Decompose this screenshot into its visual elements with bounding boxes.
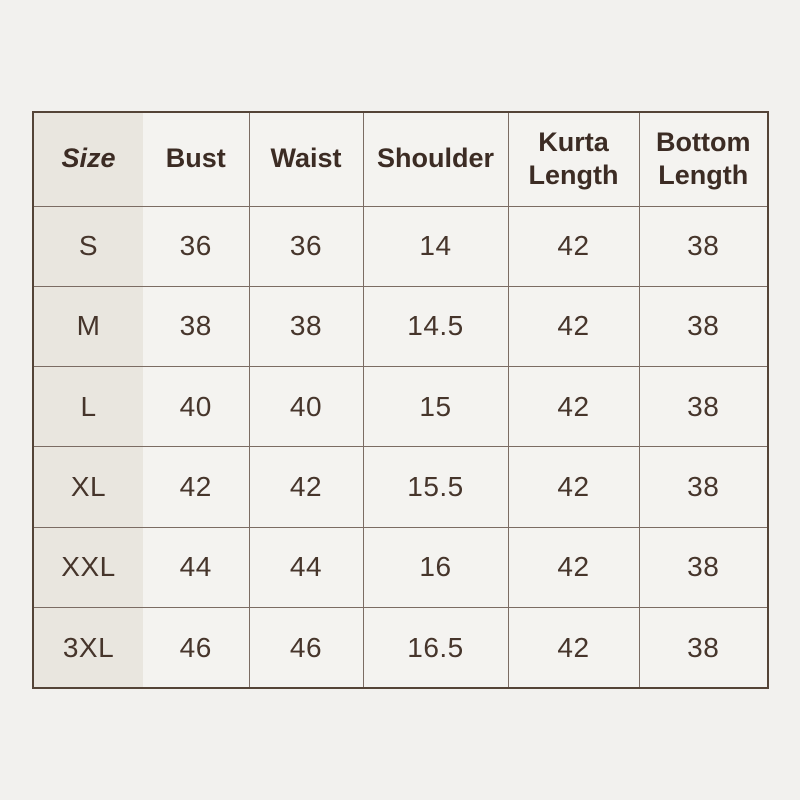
column-header-shoulder: Shoulder xyxy=(362,111,509,207)
cell-waist: 46 xyxy=(248,607,364,689)
cell-bottom-length: 38 xyxy=(638,526,769,609)
size-chart-table: Size Bust Waist Shoulder Kurta Length Bo… xyxy=(32,111,769,689)
column-header-kurta-length: Kurta Length xyxy=(507,111,640,207)
header-row: Size Bust Waist Shoulder Kurta Length Bo… xyxy=(32,111,769,207)
cell-size: M xyxy=(32,285,143,368)
cell-waist: 44 xyxy=(248,526,364,609)
cell-shoulder: 14 xyxy=(362,205,509,287)
cell-bottom-length: 38 xyxy=(638,607,769,689)
column-header-waist: Waist xyxy=(248,111,364,207)
cell-bottom-length: 38 xyxy=(638,366,769,448)
cell-size: XL xyxy=(32,446,143,528)
column-header-bust: Bust xyxy=(142,111,250,207)
cell-size: 3XL xyxy=(32,607,143,689)
cell-waist: 38 xyxy=(248,285,364,368)
cell-shoulder: 16 xyxy=(362,526,509,609)
cell-size: XXL xyxy=(32,526,143,609)
cell-bust: 42 xyxy=(142,446,250,528)
cell-bust: 44 xyxy=(142,526,250,609)
cell-bottom-length: 38 xyxy=(638,285,769,368)
table-row-l: L 40 40 15 42 38 xyxy=(32,366,769,448)
cell-bust: 46 xyxy=(142,607,250,689)
cell-shoulder: 14.5 xyxy=(362,285,509,368)
cell-kurta-length: 42 xyxy=(507,285,640,368)
cell-kurta-length: 42 xyxy=(507,446,640,528)
cell-bust: 40 xyxy=(142,366,250,448)
cell-shoulder: 15.5 xyxy=(362,446,509,528)
cell-kurta-length: 42 xyxy=(507,366,640,448)
cell-waist: 42 xyxy=(248,446,364,528)
table-row-xxl: XXL 44 44 16 42 38 xyxy=(32,526,769,609)
cell-bust: 36 xyxy=(142,205,250,287)
column-header-bottom-length: Bottom Length xyxy=(638,111,769,207)
cell-kurta-length: 42 xyxy=(507,607,640,689)
cell-waist: 36 xyxy=(248,205,364,287)
cell-shoulder: 15 xyxy=(362,366,509,448)
column-header-size: Size xyxy=(32,111,143,207)
cell-kurta-length: 42 xyxy=(507,526,640,609)
cell-waist: 40 xyxy=(248,366,364,448)
cell-shoulder: 16.5 xyxy=(362,607,509,689)
table-row-s: S 36 36 14 42 38 xyxy=(32,205,769,287)
cell-kurta-length: 42 xyxy=(507,205,640,287)
cell-size: L xyxy=(32,366,143,448)
cell-size: S xyxy=(32,205,143,287)
cell-bust: 38 xyxy=(142,285,250,368)
table-row-xl: XL 42 42 15.5 42 38 xyxy=(32,446,769,528)
cell-bottom-length: 38 xyxy=(638,446,769,528)
table-row-m: M 38 38 14.5 42 38 xyxy=(32,285,769,368)
cell-bottom-length: 38 xyxy=(638,205,769,287)
table-row-3xl: 3XL 46 46 16.5 42 38 xyxy=(32,607,769,689)
